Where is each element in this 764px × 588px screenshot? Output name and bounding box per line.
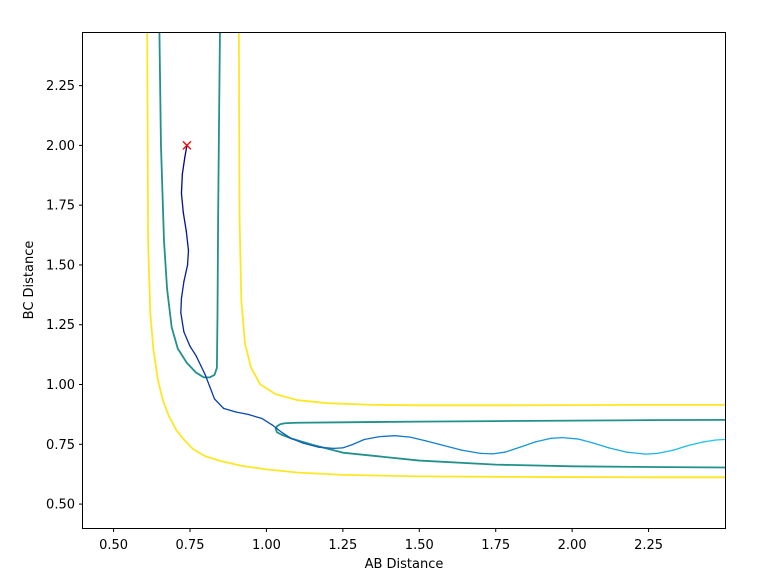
trajectory-segment xyxy=(181,156,186,175)
contour-line-0-0 xyxy=(146,33,725,479)
y-tick-label: 0.75 xyxy=(46,438,75,453)
trajectory-segment xyxy=(186,249,190,266)
trajectory-segment xyxy=(180,173,184,194)
y-tick-label: 1.50 xyxy=(46,258,75,273)
contour-line-0-1 xyxy=(238,33,725,407)
trajectory-segment xyxy=(180,312,185,333)
trajectory-segment xyxy=(180,297,183,314)
trajectory-segment xyxy=(394,435,411,438)
trajectory-segment xyxy=(183,264,189,283)
trajectory-segment xyxy=(626,451,647,455)
trajectory-segment xyxy=(204,374,211,388)
trajectory-segment xyxy=(247,413,263,420)
trajectory-segment xyxy=(592,442,610,449)
start-marker xyxy=(182,140,192,150)
trajectory-segment xyxy=(378,435,396,438)
trajectory-segment xyxy=(302,442,320,448)
trajectory-segment xyxy=(185,230,190,252)
trajectory-segment xyxy=(644,452,659,455)
x-tick-label: 0.50 xyxy=(99,538,128,553)
trajectory-segment xyxy=(672,444,689,451)
trajectory-segment xyxy=(342,444,353,449)
trajectory-segment xyxy=(200,364,206,376)
x-tick-label: 1.75 xyxy=(481,538,510,553)
x-tick-label: 1.50 xyxy=(405,538,434,553)
trajectory-segment xyxy=(492,451,506,455)
trajectory-segment xyxy=(461,449,482,455)
trajectory-segment xyxy=(213,398,225,410)
axes-frame xyxy=(82,32,726,529)
trajectory-segment xyxy=(189,345,197,357)
trajectory-segment xyxy=(687,441,705,447)
trajectory-segment xyxy=(550,436,564,439)
trajectory-segment xyxy=(180,281,185,300)
trajectory-segment xyxy=(443,444,463,451)
contour-line-1-0 xyxy=(158,33,221,379)
trajectory-segment xyxy=(184,144,188,158)
trajectory-segment xyxy=(562,436,579,440)
trajectory-segment xyxy=(519,441,537,448)
trajectory-segment xyxy=(222,407,237,413)
trajectory-segment xyxy=(261,417,274,426)
trajectory-segment xyxy=(235,411,249,416)
y-tick-label: 1.75 xyxy=(46,199,75,214)
trajectory-segment xyxy=(317,446,335,450)
trajectory-segment xyxy=(702,439,717,443)
trajectory-segment xyxy=(281,431,292,439)
trajectory-segment xyxy=(363,436,381,441)
plot-area xyxy=(146,33,725,479)
trajectory-segment xyxy=(657,449,674,455)
trajectory-segment xyxy=(424,440,445,447)
y-tick-label: 1.00 xyxy=(46,378,75,393)
contour-line-1-1 xyxy=(274,419,725,469)
y-axis: 0.50 0.75 1.00 1.25 1.50 1.75 2.00 2.25 xyxy=(46,79,83,513)
trajectory-segment xyxy=(577,438,595,444)
trajectory-segment xyxy=(351,438,365,446)
y-tick-label: 2.25 xyxy=(46,79,75,94)
trajectory-segment xyxy=(182,211,187,233)
y-axis-label: BC Distance xyxy=(22,241,37,320)
y-tick-label: 1.25 xyxy=(46,318,75,333)
trajectory-segment xyxy=(209,386,216,400)
trajectory-segment xyxy=(180,192,184,213)
x-tick-label: 2.25 xyxy=(634,538,663,553)
trajectory-segment xyxy=(290,437,304,444)
trajectory-segment xyxy=(504,446,521,453)
x-tick-label: 0.75 xyxy=(176,538,205,553)
trajectory-segment xyxy=(534,437,552,443)
x-axis-label: AB Distance xyxy=(365,557,444,572)
trajectory-segment xyxy=(271,424,283,433)
y-tick-label: 0.50 xyxy=(46,498,75,513)
y-tick-label: 2.00 xyxy=(46,139,75,154)
trajectory-segment xyxy=(409,436,427,442)
x-axis: 0.50 0.75 1.00 1.25 1.50 1.75 2.00 2.25 xyxy=(99,528,663,553)
x-tick-label: 1.25 xyxy=(328,538,357,553)
trajectory-segment xyxy=(608,447,628,453)
x-tick-label: 1.00 xyxy=(252,538,281,553)
trajectory-segment xyxy=(183,331,191,347)
trajectory-segment xyxy=(195,355,202,367)
x-tick-label: 2.00 xyxy=(558,538,587,553)
